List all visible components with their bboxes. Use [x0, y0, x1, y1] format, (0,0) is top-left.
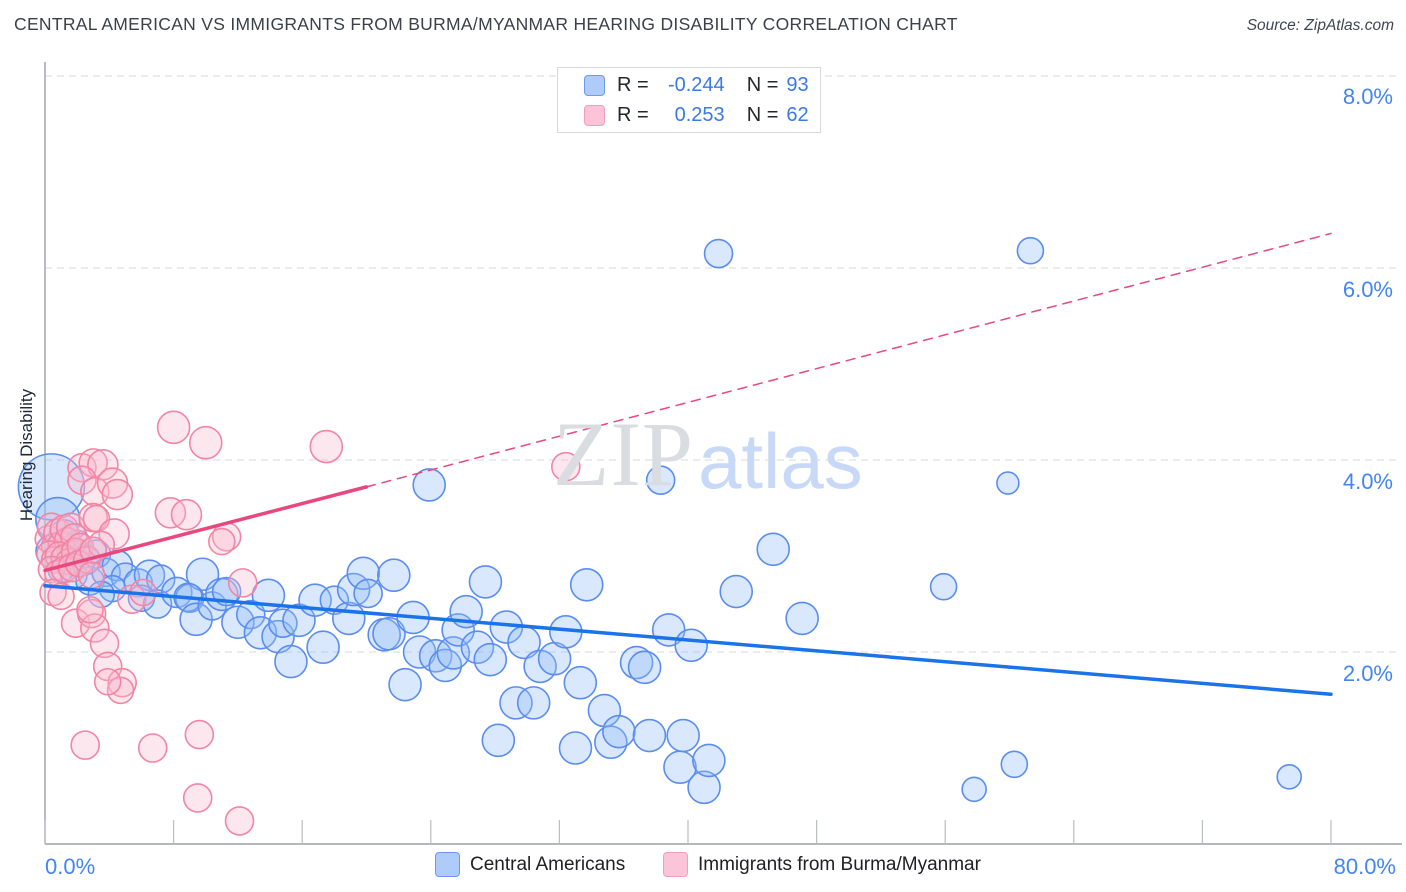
- scatter-point-blue: [274, 644, 308, 679]
- correlation-stats-box: R = -0.244 N = 93 R = 0.253 N = 62: [557, 67, 821, 133]
- scatter-point-blue: [1016, 236, 1045, 265]
- scatter-point-pink: [182, 783, 213, 813]
- scatter-point-blue: [785, 601, 819, 636]
- scatter-point-blue: [961, 776, 987, 803]
- scatter-point-blue: [412, 468, 446, 502]
- scatter-point-blue: [563, 665, 598, 700]
- scatter-point-blue: [666, 718, 700, 753]
- legend-label-central-americans: Central Americans: [470, 854, 626, 875]
- scatter-point-pink: [208, 527, 236, 556]
- scatter-point-blue: [1000, 750, 1029, 779]
- scatter-point-pink: [77, 561, 106, 590]
- trend-line-dashed: [365, 232, 1332, 488]
- scatter-point-blue: [632, 718, 667, 753]
- scatter-point-pink: [107, 667, 137, 698]
- r-value: 0.253: [674, 103, 725, 126]
- scatter-point-blue: [499, 686, 533, 720]
- scatter-point-blue: [929, 572, 958, 601]
- y-axis-title: Hearing Disability: [17, 388, 36, 522]
- scatter-point-blue: [481, 723, 516, 758]
- scatter-point-pink: [170, 498, 203, 531]
- stats-row-burma-myanmar: R = 0.253 N = 62: [558, 102, 820, 128]
- n-label: N =: [746, 103, 779, 126]
- scatter-point-blue: [133, 559, 166, 592]
- scatter-point-blue: [703, 238, 734, 269]
- scatter-point-pink: [76, 595, 104, 624]
- scatter-point-blue: [516, 686, 551, 720]
- scatter-point-blue: [602, 714, 636, 749]
- legend-swatch-burma-myanmar: [663, 852, 688, 877]
- scatter-point-blue: [211, 576, 242, 607]
- trend-line-solid: [43, 485, 369, 573]
- scatter-point-pink: [137, 733, 168, 763]
- scatter-point-pink: [551, 451, 581, 482]
- y-tick-label-8: 8.0%: [1342, 84, 1393, 109]
- n-value: 62: [786, 103, 809, 126]
- scatter-point-blue: [692, 743, 726, 778]
- scatter-point-blue: [473, 642, 508, 677]
- stats-row-central-americans: R = -0.244 N = 93: [558, 72, 820, 98]
- scatter-point-blue: [346, 556, 381, 591]
- page-title: CENTRAL AMERICAN VS IMMIGRANTS FROM BURM…: [14, 14, 958, 34]
- scatter-point-blue: [756, 532, 790, 567]
- legend-swatch-central-americans: [435, 852, 460, 877]
- pink-series-swatch-icon: [584, 104, 605, 126]
- scatter-point-blue: [719, 574, 754, 609]
- scatter-point-blue: [221, 605, 255, 640]
- scatter-point-pink: [101, 478, 134, 511]
- scatter-point-pink: [80, 613, 110, 643]
- scatter-point-pink: [227, 568, 258, 598]
- y-tick-label-2: 2.0%: [1342, 661, 1393, 686]
- scatter-point-blue: [306, 630, 340, 665]
- scatter-point-blue: [569, 567, 604, 602]
- scatter-point-blue: [645, 465, 676, 495]
- scatter-point-pink: [89, 628, 120, 659]
- scatter-point-blue: [388, 667, 422, 702]
- scatter-point-blue: [558, 731, 593, 765]
- scatter-point-pink: [154, 496, 187, 529]
- n-value: 93: [786, 73, 809, 96]
- scatter-point-pink: [93, 667, 122, 696]
- blue-series-swatch-icon: [584, 74, 605, 96]
- scatter-point-pink: [309, 429, 344, 464]
- scatter-point-blue: [627, 650, 662, 685]
- r-label: R =: [617, 73, 649, 96]
- scatter-point-pink: [70, 730, 100, 760]
- y-tick-label-6: 6.0%: [1342, 277, 1393, 302]
- x-axis-min-label: 0.0%: [45, 854, 96, 879]
- scatter-point-blue: [353, 578, 383, 609]
- trend-line-solid: [43, 584, 1333, 696]
- scatter-point-pink: [224, 806, 255, 836]
- r-label: R =: [617, 103, 649, 126]
- legend-label-burma-myanmar: Immigrants from Burma/Myanmar: [698, 854, 981, 875]
- scatter-point-blue: [372, 616, 406, 651]
- n-label: N =: [746, 73, 779, 96]
- scatter-point-pink: [156, 410, 191, 445]
- scatter-point-blue: [460, 630, 495, 665]
- scatter-point-blue: [319, 585, 350, 615]
- scatter-point-blue: [996, 471, 1020, 495]
- scatter-point-blue: [418, 639, 453, 673]
- scatter-point-pink: [47, 582, 75, 611]
- source-attribution: Source: ZipAtlas.com: [1246, 17, 1394, 34]
- r-value: -0.244: [667, 73, 725, 96]
- scatter-point-pink: [188, 425, 223, 460]
- scatter-point-pink: [184, 719, 215, 750]
- scatter-point-blue: [332, 601, 366, 636]
- x-axis-max-label: 80.0%: [1333, 854, 1396, 879]
- scatter-point-pink: [67, 465, 97, 495]
- scatter-point-blue: [674, 628, 709, 663]
- scatter-point-blue: [468, 565, 503, 599]
- scatter-point-blue: [377, 558, 411, 593]
- y-tick-label-4: 4.0%: [1342, 469, 1393, 494]
- scatter-point-blue: [1276, 763, 1303, 790]
- scatter-point-blue: [687, 770, 721, 805]
